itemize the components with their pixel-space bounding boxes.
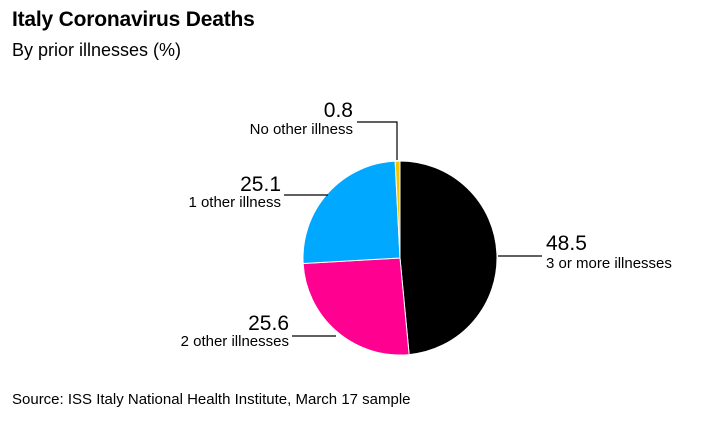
slice-1-other xyxy=(302,160,401,265)
slice-3-or-more xyxy=(399,160,498,356)
slice-label-3-or-more: 3 or more illnesses xyxy=(546,255,672,272)
pie-slices xyxy=(302,160,498,356)
source-note: Source: ISS Italy National Health Instit… xyxy=(12,391,411,408)
chart-title: Italy Coronavirus Deaths xyxy=(12,8,255,31)
leader-line-no-other xyxy=(357,121,398,160)
slice-label-2-other: 2 other illnesses xyxy=(181,333,289,350)
leader-lines xyxy=(284,121,542,337)
chart-subtitle: By prior illnesses (%) xyxy=(12,40,182,60)
value-label-1-other: 25.1 xyxy=(240,173,281,196)
slice-no-other xyxy=(394,160,401,259)
slice-2-other xyxy=(302,257,410,356)
value-label-2-other: 25.6 xyxy=(248,312,289,335)
slice-label-1-other: 1 other illness xyxy=(188,194,281,211)
value-label-3-or-more: 48.5 xyxy=(546,232,587,255)
slice-label-no-other: No other illness xyxy=(250,121,353,138)
value-label-no-other: 0.8 xyxy=(324,99,353,122)
